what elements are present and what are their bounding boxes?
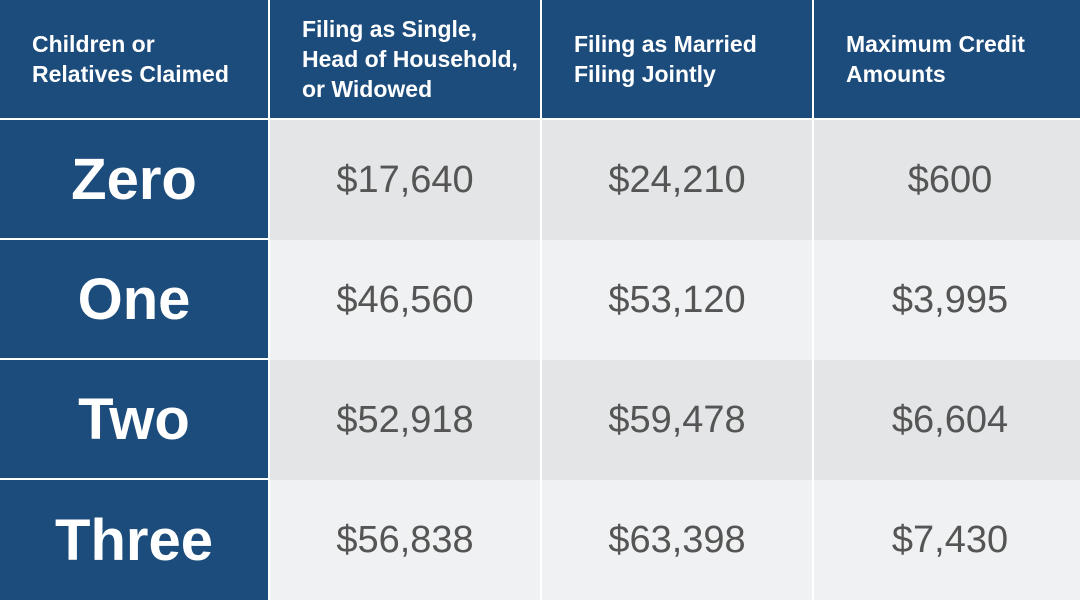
header-single-filing: Filing as Single, Head of Household, or … [270,0,540,120]
cell-one-married: $53,120 [542,240,812,360]
cell-three-married: $63,398 [542,480,812,600]
cell-two-max-credit: $6,604 [814,360,1080,480]
cell-three-single: $56,838 [270,480,540,600]
cell-two-married: $59,478 [542,360,812,480]
header-children-claimed-text: Children or Relatives Claimed [32,31,229,87]
cell-zero-married: $24,210 [542,120,812,240]
cell-two-single: $52,918 [270,360,540,480]
cell-one-max-credit: $3,995 [814,240,1080,360]
row-label-zero: Zero [0,120,268,240]
header-single-filing-text: Filing as Single, Head of Household, or … [302,16,518,102]
row-label-three: Three [0,480,268,600]
header-married-filing-text: Filing as Married Filing Jointly [574,31,757,87]
row-label-one: One [0,240,268,360]
header-max-credit-text: Maximum Credit Amounts [846,31,1025,87]
header-married-filing: Filing as Married Filing Jointly [542,0,812,120]
row-label-two: Two [0,360,268,480]
header-children-claimed: Children or Relatives Claimed [0,0,268,120]
header-max-credit: Maximum Credit Amounts [814,0,1080,120]
cell-zero-max-credit: $600 [814,120,1080,240]
cell-one-single: $46,560 [270,240,540,360]
cell-zero-single: $17,640 [270,120,540,240]
cell-three-max-credit: $7,430 [814,480,1080,600]
